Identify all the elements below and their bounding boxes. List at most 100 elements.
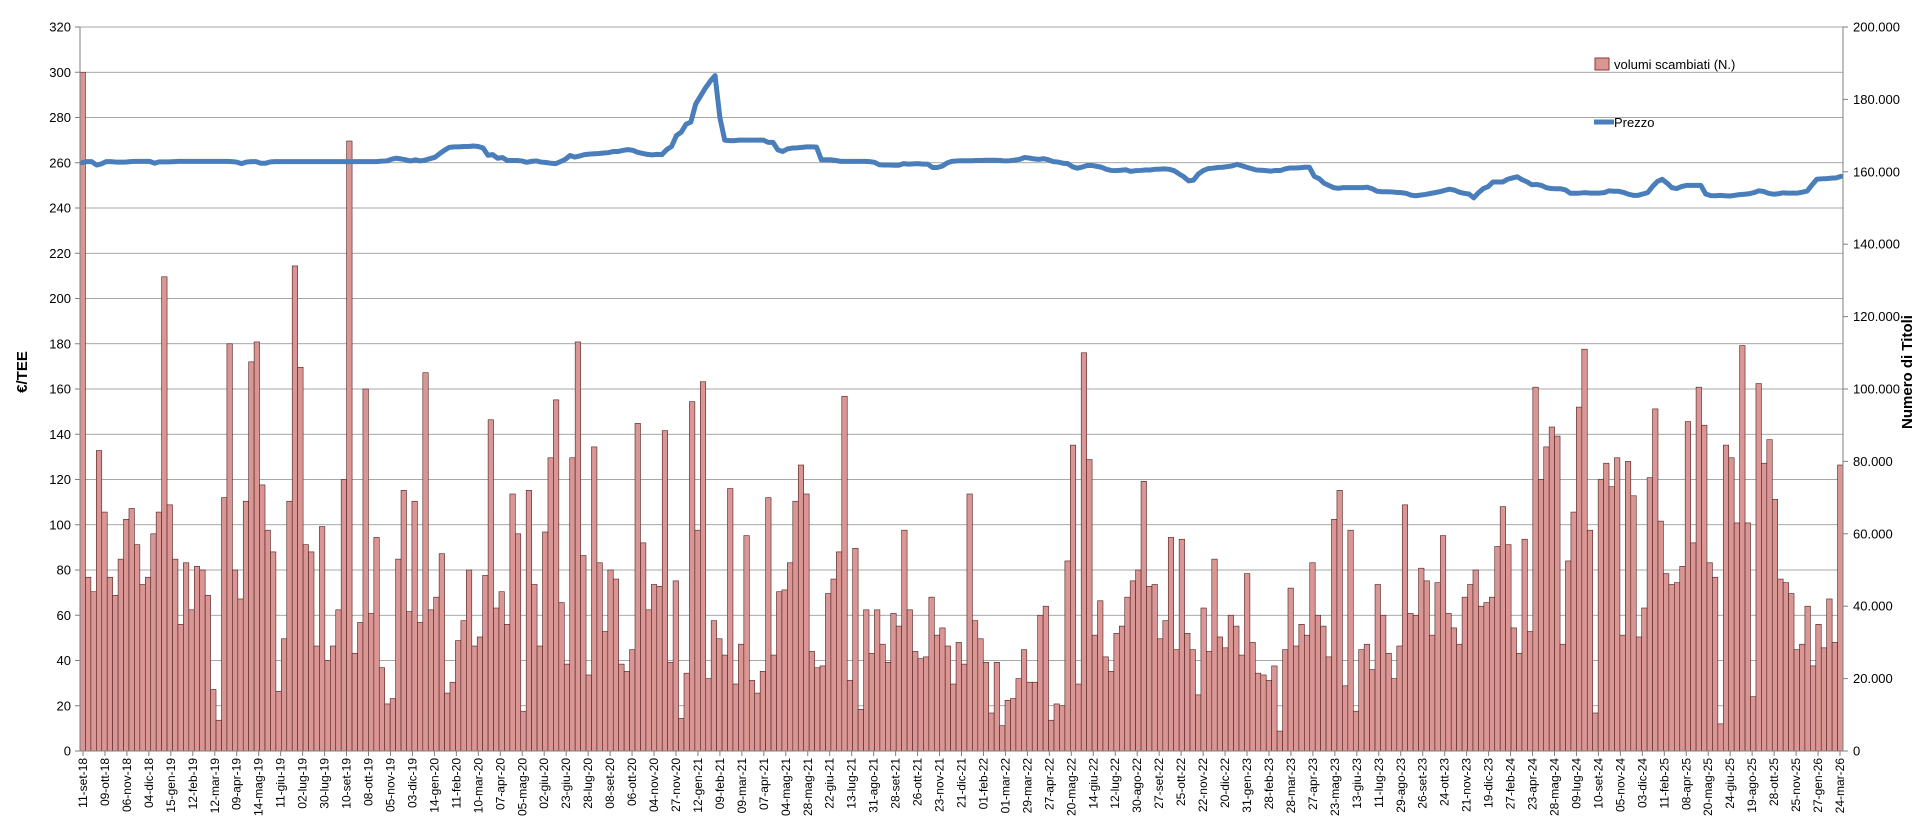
bar: [79, 71, 86, 752]
y-right-tick-label: 140.000: [1853, 237, 1900, 252]
x-tick-label: 23-apr-24: [1526, 758, 1540, 810]
x-tick-label: 31-ago-21: [867, 758, 881, 813]
bar: [395, 558, 402, 752]
x-tick-label: 21-dic-21: [955, 758, 969, 808]
bar: [1701, 424, 1708, 752]
bar: [281, 638, 288, 752]
x-tick-label: 30-ago-22: [1130, 758, 1144, 813]
bar: [585, 674, 592, 752]
bar: [814, 667, 821, 752]
bar: [1146, 585, 1153, 752]
bar: [1184, 633, 1191, 752]
bar: [177, 623, 184, 752]
bar: [738, 643, 745, 752]
bar: [1820, 647, 1827, 752]
y-right-tick-label: 60.000: [1853, 526, 1893, 541]
bar: [297, 366, 304, 752]
bar: [411, 500, 418, 752]
bar: [906, 609, 913, 752]
bar: [1238, 654, 1245, 752]
bar: [863, 609, 870, 752]
bar: [721, 654, 728, 752]
x-tick-label: 14-gen-20: [427, 758, 441, 813]
bar: [591, 446, 598, 752]
bar: [400, 490, 407, 752]
x-tick-label: 15-gen-19: [164, 758, 178, 813]
bar: [825, 593, 832, 752]
x-tick-label: 05-mag-20: [515, 758, 529, 816]
x-tick-label: 04-mag-21: [779, 758, 793, 816]
y-left-tick-label: 280: [49, 110, 71, 125]
bar: [759, 671, 766, 752]
bar: [1543, 446, 1550, 752]
bar: [449, 681, 456, 752]
bar: [1325, 656, 1332, 752]
y-axis-left-ticks: 0 20 40 60 80 100 120 140 160 180 200 220 240 260 280 3…: [49, 20, 80, 759]
bar: [640, 542, 647, 752]
bar: [346, 140, 353, 752]
x-tick-label: 28-feb-23: [1262, 758, 1276, 810]
bar: [150, 533, 157, 752]
bar: [885, 662, 892, 752]
bar: [1233, 625, 1240, 752]
bar: [536, 645, 543, 752]
bar: [1559, 643, 1566, 752]
bar: [950, 683, 957, 752]
bar: [661, 430, 668, 752]
bar: [1113, 633, 1120, 752]
bar: [199, 569, 206, 752]
bar: [444, 692, 451, 752]
bar: [1418, 567, 1425, 752]
bar: [1119, 625, 1126, 752]
bar: [313, 645, 320, 752]
x-tick-label: 28-set-21: [889, 758, 903, 809]
y-right-tick-label: 0: [1853, 744, 1860, 759]
bar: [106, 576, 113, 752]
bar: [1684, 421, 1691, 752]
bar: [362, 388, 369, 752]
x-tick-label: 01-feb-22: [976, 758, 990, 810]
x-tick-label: 05-nov-24: [1613, 758, 1627, 812]
x-tick-label: 11-feb-25: [1657, 758, 1671, 809]
bar: [1608, 486, 1615, 752]
x-tick-label: 09-apr-19: [230, 758, 244, 810]
bar: [1521, 538, 1528, 752]
bar: [1799, 643, 1806, 752]
x-tick-label: 22-nov-22: [1196, 758, 1210, 812]
y-right-tick-label: 100.000: [1853, 382, 1900, 397]
bar: [1630, 495, 1637, 752]
bar: [90, 591, 97, 752]
x-tick-label: 10-set-24: [1591, 758, 1605, 809]
x-tick-label: 25-ott-22: [1174, 758, 1188, 806]
bar: [797, 464, 805, 752]
bar: [308, 551, 315, 752]
bar: [515, 533, 522, 752]
price-line: [79, 73, 1844, 201]
bar: [1026, 681, 1033, 752]
x-tick-label: 09-feb-21: [713, 758, 727, 810]
bar: [1663, 573, 1670, 752]
bar: [819, 665, 826, 752]
bar: [667, 662, 674, 752]
bar: [286, 500, 293, 752]
x-tick-label: 11-set-18: [76, 758, 90, 808]
bar: [1021, 649, 1028, 752]
bar: [651, 584, 658, 752]
bar: [982, 662, 990, 752]
bar: [895, 625, 902, 752]
bar: [547, 457, 554, 752]
y-left-tick-label: 0: [64, 744, 71, 759]
bar: [944, 645, 951, 752]
bar: [1260, 674, 1267, 752]
bar: [857, 709, 864, 752]
bar: [1565, 560, 1572, 752]
y-right-tick-label: 40.000: [1853, 599, 1893, 614]
bar: [455, 640, 462, 752]
bar: [1712, 576, 1719, 752]
bar: [1494, 546, 1501, 752]
bar: [710, 620, 717, 752]
bar: [1837, 464, 1844, 752]
bar: [1255, 672, 1262, 752]
